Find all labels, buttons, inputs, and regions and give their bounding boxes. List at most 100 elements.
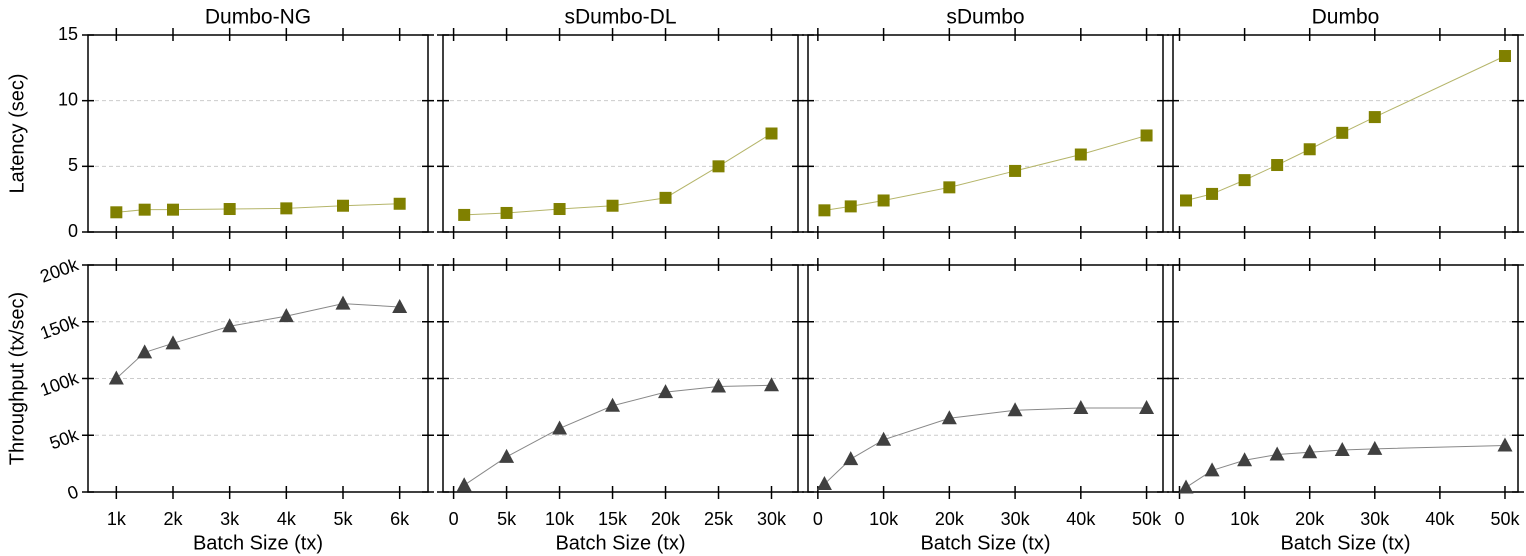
point — [392, 298, 408, 313]
x-tick-label: 30k — [1001, 509, 1031, 529]
x-tick-label: 25k — [704, 509, 734, 529]
x-tick-label: 5k — [497, 509, 517, 529]
point — [1271, 159, 1284, 172]
point — [1206, 187, 1219, 200]
series-line — [824, 407, 1147, 485]
point — [456, 477, 472, 492]
y-tick-label: 5 — [68, 155, 78, 175]
y-tick-label: 200k — [37, 254, 81, 286]
point — [1007, 402, 1023, 417]
x-tick-label: 10k — [869, 509, 899, 529]
x-tick-label: 10k — [545, 509, 575, 529]
y-axis-label: Throughput (tx/sec) — [6, 292, 28, 465]
point — [1139, 400, 1155, 415]
point — [605, 397, 621, 412]
y-tick-label: 100k — [37, 368, 81, 400]
plot-frame — [1172, 34, 1519, 233]
y-tick-label: 50k — [47, 424, 82, 453]
series-line — [1185, 444, 1505, 488]
x-tick-label: 15k — [598, 509, 628, 529]
plot-frame — [442, 264, 799, 493]
point — [816, 476, 832, 491]
point — [223, 203, 236, 216]
point — [167, 203, 179, 216]
panel-title: Dumbo — [1312, 6, 1380, 29]
point — [1180, 194, 1193, 207]
x-tick-label: 20k — [935, 509, 965, 529]
point — [1336, 126, 1349, 139]
point — [877, 194, 890, 207]
point — [1498, 50, 1511, 63]
point — [1074, 148, 1087, 161]
point — [1009, 164, 1022, 177]
point — [552, 420, 568, 435]
point — [1237, 452, 1253, 467]
point — [876, 431, 892, 446]
series-line — [116, 203, 400, 213]
point — [110, 206, 123, 219]
x-tick-label: 50k — [1490, 509, 1520, 529]
point — [1073, 400, 1089, 415]
point — [818, 204, 831, 217]
x-tick-label: 5k — [333, 509, 353, 529]
plot-frame — [87, 34, 429, 233]
y-tick-label: 0 — [68, 221, 78, 241]
x-tick-label: 40k — [1066, 509, 1096, 529]
series-line — [115, 303, 400, 379]
point — [1204, 462, 1220, 477]
panel-title: sDumbo-DL — [564, 6, 676, 29]
point — [335, 295, 351, 310]
y-tick-label: 0 — [65, 481, 81, 503]
point — [165, 335, 181, 350]
point — [765, 127, 778, 140]
point — [1497, 437, 1513, 452]
point — [941, 410, 957, 425]
x-tick-label: 4k — [277, 509, 297, 529]
x-tick-label: 0 — [1175, 509, 1185, 529]
point — [1334, 442, 1350, 457]
x-tick-label: 10k — [1230, 509, 1260, 529]
point — [1303, 143, 1316, 156]
y-tick-label: 10 — [58, 89, 78, 109]
x-axis-label: Batch Size (tx) — [1280, 532, 1410, 554]
point — [712, 160, 725, 173]
point — [1178, 479, 1194, 494]
plot-frame — [807, 264, 1164, 493]
x-tick-label: 3k — [220, 509, 240, 529]
plot-frame — [442, 34, 799, 233]
point — [1367, 440, 1383, 455]
point — [1368, 111, 1381, 124]
x-tick-label: 6k — [390, 509, 410, 529]
x-tick-label: 50k — [1132, 509, 1162, 529]
point — [553, 203, 566, 216]
point — [711, 378, 727, 393]
point — [138, 203, 151, 216]
series-line — [824, 134, 1147, 211]
point — [337, 199, 349, 212]
point — [500, 206, 513, 219]
point — [843, 451, 859, 466]
point — [458, 208, 471, 221]
x-tick-label: 30k — [1360, 509, 1390, 529]
point — [1302, 444, 1318, 459]
point — [137, 344, 153, 359]
x-tick-label: 20k — [651, 509, 681, 529]
point — [659, 191, 672, 204]
x-tick-label: 0 — [449, 509, 459, 529]
x-tick-label: 20k — [1295, 509, 1325, 529]
point — [764, 377, 780, 392]
y-tick-label: 150k — [37, 311, 81, 343]
point — [280, 202, 293, 215]
x-tick-label: 1k — [107, 509, 127, 529]
point — [1140, 129, 1153, 142]
plot-frame — [807, 34, 1164, 233]
y-tick-label: 15 — [58, 24, 78, 44]
plot-frame — [1172, 264, 1519, 493]
x-axis-label: Batch Size (tx) — [555, 532, 685, 554]
point — [606, 199, 619, 212]
panel-title: sDumbo — [946, 6, 1024, 29]
point — [499, 448, 515, 463]
x-axis-label: Batch Size (tx) — [920, 532, 1050, 554]
x-tick-label: 0 — [813, 509, 823, 529]
